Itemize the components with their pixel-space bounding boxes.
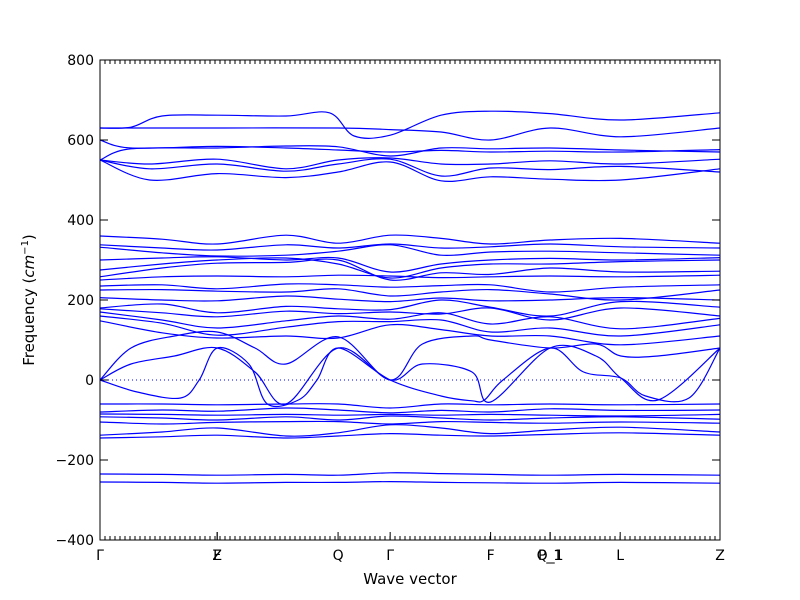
x-tick-label: F bbox=[213, 548, 221, 564]
band-line-15 bbox=[99, 283, 721, 293]
band-line-20 bbox=[99, 311, 721, 330]
band-line-30 bbox=[99, 420, 721, 425]
band-line-10 bbox=[99, 244, 721, 257]
band-line-33 bbox=[99, 472, 721, 476]
y-axis-label: Frequency (cm−1) bbox=[20, 234, 38, 366]
x-tick-label: Γ bbox=[96, 548, 104, 564]
y-axis-label-close: ) bbox=[20, 234, 38, 240]
x-tick-label: Q_1 bbox=[537, 548, 564, 564]
y-tick-label: 200 bbox=[67, 293, 94, 309]
band-line-6 bbox=[99, 158, 721, 177]
band-line-28 bbox=[99, 413, 721, 417]
band-line-7 bbox=[99, 159, 721, 182]
x-tick-label: Z bbox=[715, 548, 725, 564]
band-line-11 bbox=[99, 256, 721, 273]
band-line-23 bbox=[99, 330, 721, 381]
y-axis-label-exponent: −1 bbox=[20, 240, 31, 255]
band-line-21 bbox=[99, 315, 721, 337]
band-line-31 bbox=[99, 424, 721, 437]
band-line-8 bbox=[99, 234, 721, 245]
y-tick-label: 800 bbox=[67, 53, 94, 69]
band-line-9 bbox=[99, 243, 721, 251]
band-line-5 bbox=[99, 157, 721, 170]
band-line-22 bbox=[99, 320, 721, 346]
y-axis-ticks: −400 −200 0 200 400 600 800 bbox=[56, 53, 720, 549]
x-minor-ticks bbox=[99, 60, 721, 540]
band-line-27 bbox=[99, 407, 721, 414]
x-tick-label: P_1 bbox=[538, 548, 562, 564]
y-tick-label: 400 bbox=[67, 213, 94, 229]
x-tick-label: L bbox=[616, 548, 624, 564]
x-axis-label: Wave vector bbox=[363, 570, 457, 588]
band-line-1 bbox=[99, 110, 721, 139]
band-line-14 bbox=[99, 274, 721, 281]
band-line-32 bbox=[99, 432, 721, 439]
band-line-34 bbox=[99, 480, 721, 484]
x-tick-label: Q bbox=[333, 548, 344, 564]
band-line-17 bbox=[99, 295, 721, 303]
band-line-12 bbox=[99, 257, 721, 279]
band-line-24 bbox=[99, 344, 721, 405]
band-line-29 bbox=[99, 415, 721, 421]
y-axis-label-unit: cm bbox=[20, 255, 38, 278]
band-line-16 bbox=[99, 288, 721, 301]
band-line-2 bbox=[99, 127, 721, 141]
band-line-13 bbox=[99, 258, 721, 281]
y-axis-label-main: Frequency ( bbox=[20, 278, 38, 366]
band-series-group bbox=[99, 110, 721, 484]
y-tick-label: −200 bbox=[56, 453, 94, 469]
y-tick-label: 0 bbox=[85, 373, 94, 389]
plot-frame bbox=[99, 59, 721, 541]
band-line-26 bbox=[99, 403, 721, 409]
x-tick-label: F bbox=[487, 548, 495, 564]
band-line-19 bbox=[99, 307, 721, 321]
y-tick-label: 600 bbox=[67, 133, 94, 149]
band-line-3 bbox=[99, 139, 721, 153]
x-tick-label: Γ bbox=[386, 548, 394, 564]
band-line-25 bbox=[99, 346, 721, 408]
y-tick-label: −400 bbox=[56, 533, 94, 549]
x-tick-label: Z bbox=[212, 548, 222, 564]
band-line-4 bbox=[99, 145, 721, 161]
band-line-18 bbox=[99, 299, 721, 317]
x-axis-ticks: Γ ZF Q Γ F P_1Q_1 L Z bbox=[96, 532, 725, 564]
